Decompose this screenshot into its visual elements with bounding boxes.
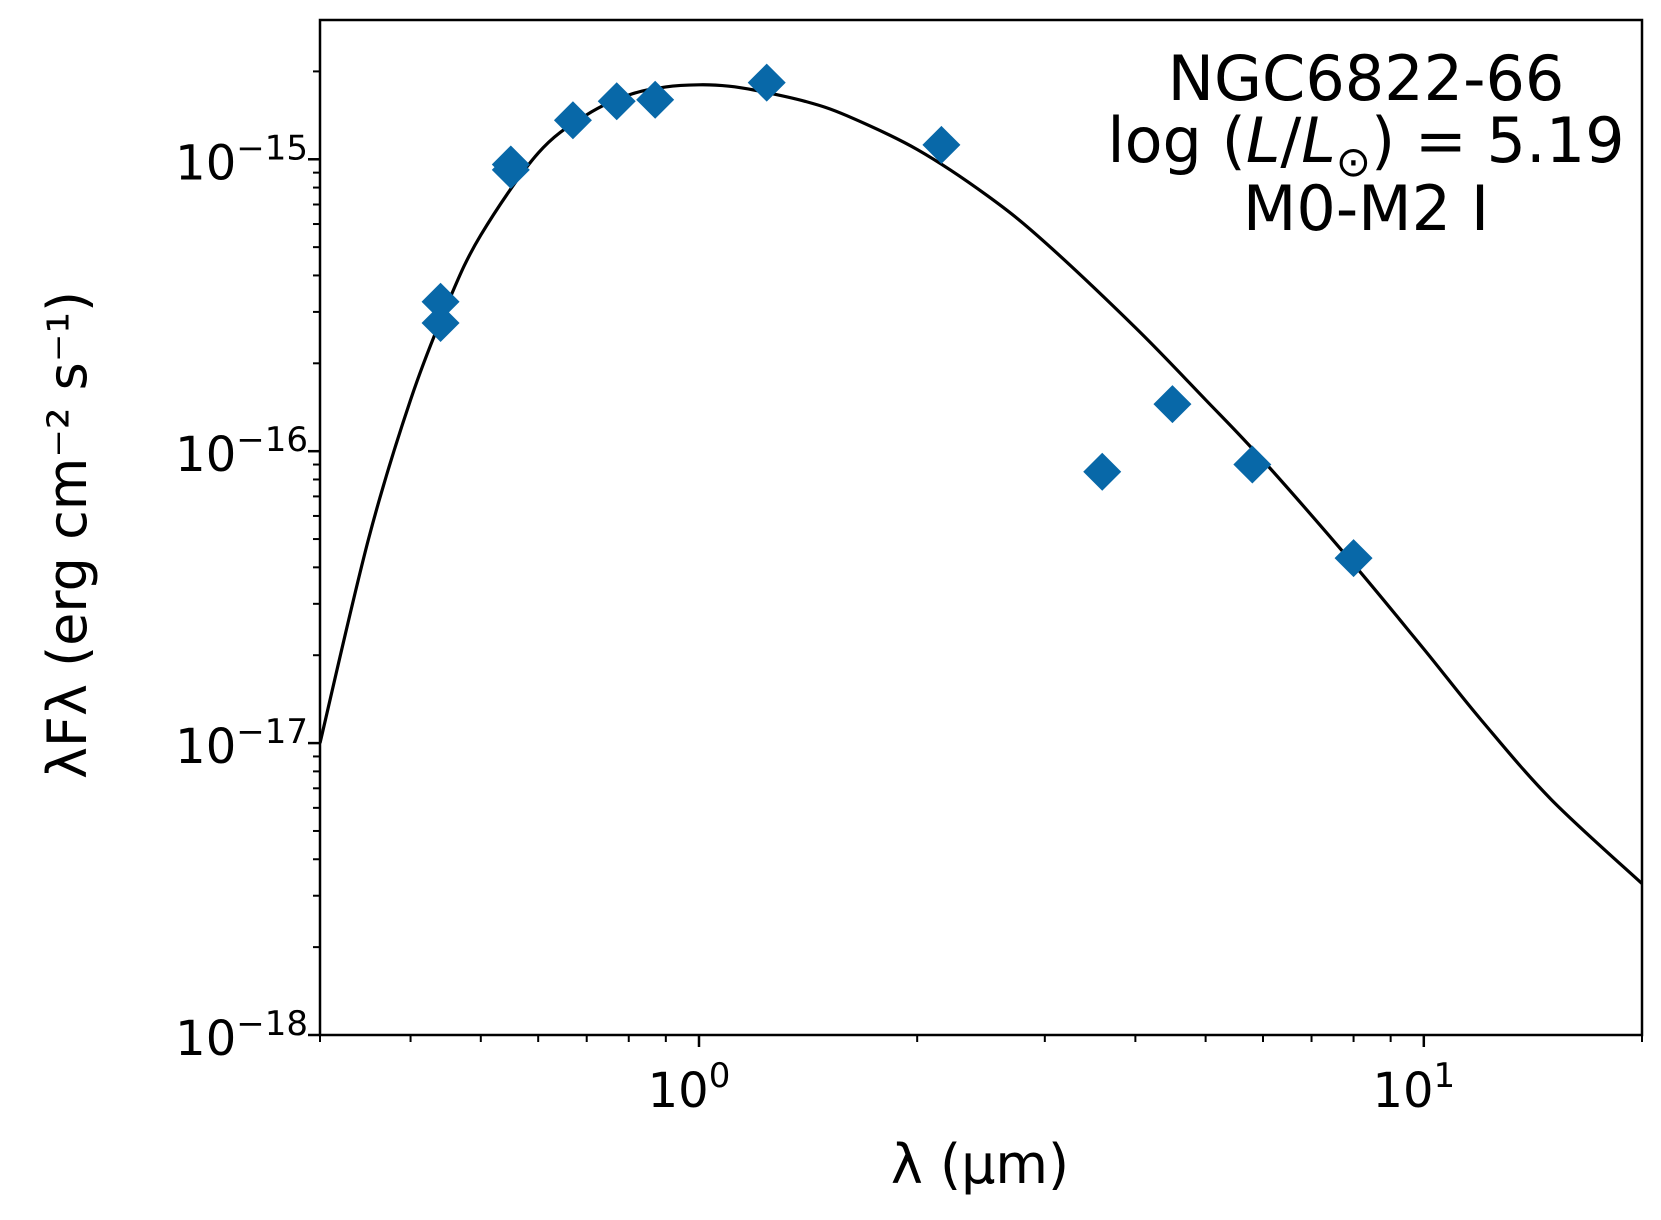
data-point-marker — [747, 63, 786, 102]
y-tick-label: 10−15 — [175, 128, 308, 191]
data-point-marker — [597, 82, 636, 121]
data-markers — [421, 63, 1373, 578]
data-point-marker — [1153, 385, 1192, 424]
y-tick-label: 10−17 — [175, 712, 308, 775]
data-point-marker — [1334, 539, 1373, 578]
data-point-marker — [421, 282, 460, 321]
data-point-marker — [491, 150, 530, 189]
luminosity-label: log (L/L⊙) = 5.19 — [1107, 104, 1624, 186]
x-tick-label: 101 — [1372, 1056, 1455, 1119]
star-name-label: NGC6822-66 — [1168, 42, 1565, 115]
model-curve — [320, 83, 1642, 885]
y-axis-label: λFλ (erg cm⁻² s⁻¹) — [36, 291, 99, 779]
spectral-type-label: M0-M2 I — [1243, 172, 1489, 245]
plot-frame — [318, 18, 1644, 1037]
data-point-marker — [1233, 445, 1272, 484]
y-tick-label: 10−16 — [175, 420, 308, 483]
x-tick-label: 100 — [648, 1056, 731, 1119]
data-point-marker — [636, 80, 675, 119]
data-point-marker — [922, 125, 961, 164]
data-point-marker — [1083, 452, 1122, 491]
y-tick-label: 10−18 — [175, 1004, 308, 1067]
data-point-marker — [553, 101, 592, 140]
data-point-marker — [421, 303, 460, 342]
x-axis-label: λ (μm) — [891, 1133, 1069, 1196]
